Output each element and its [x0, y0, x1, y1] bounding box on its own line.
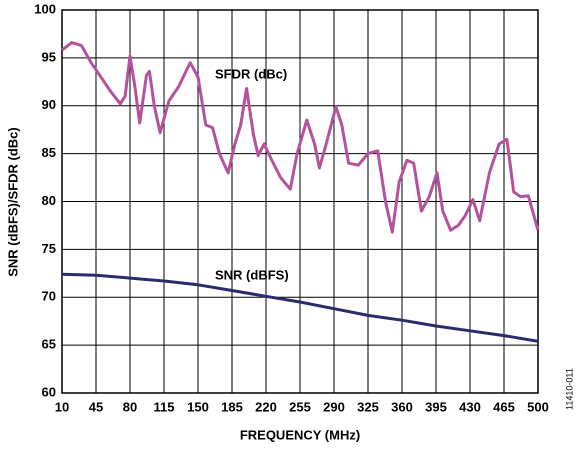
y-tick-label: 75: [42, 241, 56, 256]
x-tick-label: 500: [527, 399, 549, 414]
x-tick-label: 150: [187, 399, 209, 414]
annotation: SFDR (dBc): [215, 66, 287, 81]
y-tick-label: 60: [42, 384, 56, 399]
y-tick-label: 70: [42, 289, 56, 304]
x-tick-label: 220: [255, 399, 277, 414]
annotation: SNR (dBFS): [215, 267, 289, 282]
figure-id: 11410-011: [564, 368, 574, 410]
x-tick-label: 185: [221, 399, 243, 414]
y-tick-label: 80: [42, 193, 56, 208]
x-tick-label: 395: [425, 399, 447, 414]
series-line: [61, 272, 539, 343]
x-tick-label: 255: [289, 399, 311, 414]
y-tick-label: 100: [34, 1, 56, 16]
plot-frame: [61, 9, 539, 394]
y-axis-label: SNR (dBFS)/SFDR (dBc): [5, 127, 20, 277]
x-tick-label: 465: [493, 399, 515, 414]
y-tick-label: 90: [42, 97, 56, 112]
series-line: [61, 41, 540, 234]
x-axis-label: FREQUENCY (MHz): [240, 427, 360, 442]
x-tick-label: 325: [357, 399, 379, 414]
y-tick-label: 65: [42, 337, 56, 352]
x-tick-label: 430: [459, 399, 481, 414]
x-tick-label: 290: [323, 399, 345, 414]
x-tick-label: 115: [154, 399, 175, 414]
y-tick-label: 85: [42, 145, 56, 160]
y-tick-label: 95: [42, 49, 56, 64]
x-tick-label: 10: [55, 399, 69, 414]
x-tick-label: 360: [391, 399, 413, 414]
x-tick-label: 80: [123, 399, 137, 414]
x-tick-label: 45: [89, 399, 103, 414]
